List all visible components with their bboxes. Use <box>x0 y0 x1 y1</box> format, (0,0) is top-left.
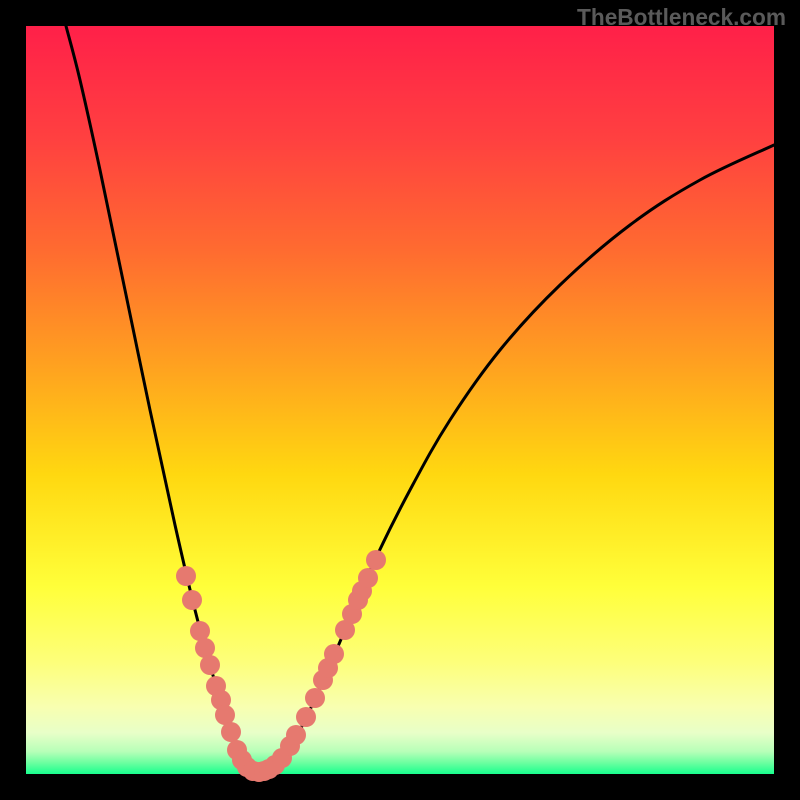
data-dot <box>200 655 220 675</box>
data-dot <box>366 550 386 570</box>
data-dot <box>305 688 325 708</box>
data-dot <box>286 725 306 745</box>
data-dot <box>221 722 241 742</box>
watermark-text: TheBottleneck.com <box>577 4 786 31</box>
bottleneck-curve <box>66 26 774 773</box>
data-dot <box>358 568 378 588</box>
data-dot <box>296 707 316 727</box>
curve-layer <box>0 0 800 800</box>
data-dot <box>324 644 344 664</box>
data-dot <box>182 590 202 610</box>
data-dot <box>176 566 196 586</box>
chart-container: TheBottleneck.com <box>0 0 800 800</box>
